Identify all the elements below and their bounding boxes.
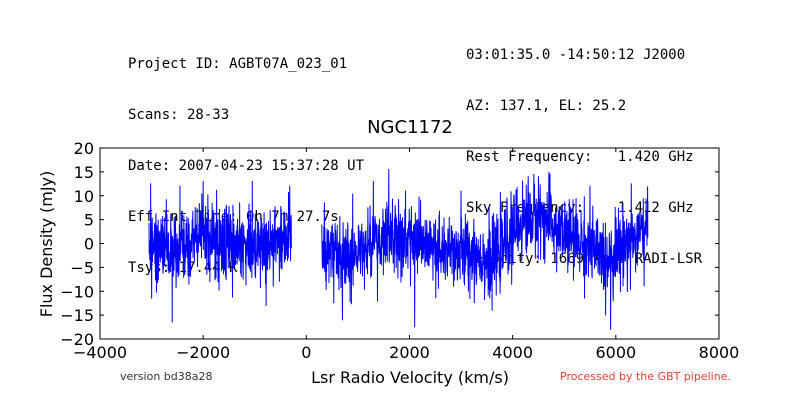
pipeline-credit-text: Processed by the GBT pipeline. [560, 370, 731, 383]
x-tick-label: 2000 [389, 343, 430, 362]
x-axis-ticks: −4000 −2000 0 2000 4000 6000 8000 [73, 148, 739, 362]
y-tick-label: 5 [84, 211, 94, 230]
sky-frequency-text: Sky Frequency: 1.412 GHz [466, 200, 694, 216]
x-tick-label: 8000 [699, 343, 740, 362]
spectrum-segment-2 [321, 168, 649, 330]
coordinates-text: 03:01:35.0 -14:50:12 J2000 [466, 47, 686, 63]
x-axis-label: Lsr Radio Velocity (km/s) [311, 368, 509, 387]
x-tick-label: −4000 [73, 343, 127, 362]
chart-title: NGC1172 [367, 117, 453, 138]
y-tick-label: −20 [60, 330, 94, 349]
x-tick-label: 6000 [595, 343, 636, 362]
project-id-text: Project ID: AGBT07A_023_01 [128, 56, 348, 72]
az-el-text: AZ: 137.1, EL: 25.2 [466, 98, 627, 114]
y-tick-label: −5 [70, 258, 94, 277]
rest-frequency-text: Rest Frequency: 1.420 GHz [466, 149, 694, 165]
y-axis-ticks: −20 −15 −10 −5 0 5 10 15 20 [60, 139, 719, 349]
scans-text: Scans: 28-33 [128, 107, 230, 123]
spectrum-segment-1 [148, 180, 292, 323]
y-tick-label: 10 [74, 187, 94, 206]
x-tick-label: 0 [301, 343, 311, 362]
version-text: version bd38a28 [120, 370, 213, 383]
y-tick-label: 0 [84, 235, 94, 254]
header-info-right: 03:01:35.0 -14:50:12 J2000 AZ: 137.1, EL… [466, 13, 702, 285]
y-axis-label: Flux Density (mJy) [37, 171, 56, 318]
date-text: Date: 2007-04-23 15:37:28 UT [128, 158, 365, 174]
y-tick-label: −15 [60, 306, 94, 325]
y-tick-label: 15 [74, 163, 94, 182]
x-tick-label: −2000 [176, 343, 230, 362]
y-tick-label: 20 [74, 139, 94, 158]
plot-series-group [148, 168, 649, 330]
x-tick-label: 4000 [492, 343, 533, 362]
y-tick-label: −10 [60, 282, 94, 301]
